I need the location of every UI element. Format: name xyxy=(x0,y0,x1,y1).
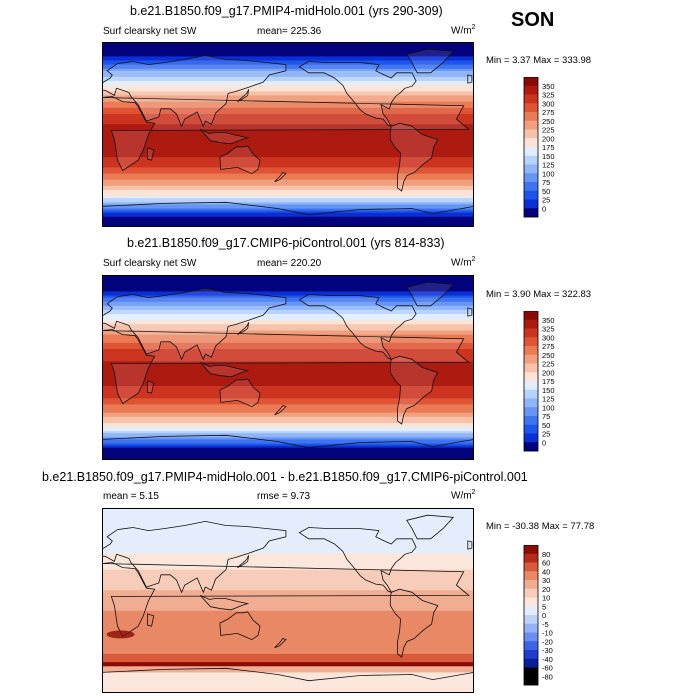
panel-3-mean: mean = 5.15 xyxy=(103,491,159,502)
colorbar-tick-label: 150 xyxy=(542,152,555,161)
colorbar-tick-label: 200 xyxy=(542,368,555,377)
colorbar-tick-label: 300 xyxy=(542,333,555,342)
colorbar-tick-label: 75 xyxy=(542,178,550,187)
colorbar-tick-label: 275 xyxy=(542,108,555,117)
colorbar-tick-label: 325 xyxy=(542,91,555,100)
colorbar-tick-label: 0 xyxy=(542,438,546,447)
colorbar-tick-label: 125 xyxy=(542,161,555,170)
panel-1-units: W/m2 xyxy=(451,24,476,37)
season-label: SON xyxy=(511,9,555,31)
colorbar-tick-label: 250 xyxy=(542,351,555,360)
colorbar-tick-label: 10 xyxy=(542,594,550,603)
panel-1-title: b.e21.B1850.f09_g17.PMIP4-midHolo.001 (y… xyxy=(130,4,443,18)
colorbar-tick-label: 350 xyxy=(542,316,555,325)
colorbar-tick-label: 50 xyxy=(542,187,550,196)
colorbar-tick-label: 300 xyxy=(542,99,555,108)
panel-3-minmax: Min = -30.38 Max = 77.78 xyxy=(486,521,595,532)
colorbar-tick-label: -5 xyxy=(542,620,549,629)
colorbar-tick-label: 60 xyxy=(542,559,550,568)
panel-2-minmax: Min = 3.90 Max = 322.83 xyxy=(486,289,592,300)
colorbar-tick-label: 200 xyxy=(542,134,555,143)
colorbar-tick-label: 175 xyxy=(542,143,555,152)
panel-3-units: W/m2 xyxy=(451,489,476,502)
colorbar-tick-label: 25 xyxy=(542,196,550,205)
colorbar-tick-label: 20 xyxy=(542,585,550,594)
colorbar-tick-label: -60 xyxy=(542,664,553,673)
panel-3-title: b.e21.B1850.f09_g17.PMIP4-midHolo.001 - … xyxy=(42,470,528,484)
colorbar-tick-label: -40 xyxy=(542,655,553,664)
colorbar-tick-label: 350 xyxy=(542,82,555,91)
panel-1-mean: mean= 225.36 xyxy=(257,26,322,37)
colorbar-tick-label: 0 xyxy=(542,611,546,620)
colorbar-tick-label: 100 xyxy=(542,403,555,412)
colorbar-tick-label: 5 xyxy=(542,602,546,611)
colorbar-tick-label: 150 xyxy=(542,386,555,395)
colorbar-tick-label: 30 xyxy=(542,576,550,585)
panel-1-variable: Surf clearsky net SW xyxy=(103,26,197,37)
panel-1-minmax: Min = 3.37 Max = 333.98 xyxy=(486,55,592,66)
colorbar-tick-label: 40 xyxy=(542,567,550,576)
panel-3-map xyxy=(102,508,474,693)
panel-2-title: b.e21.B1850.f09_g17.CMIP6-piControl.001 … xyxy=(127,236,445,250)
colorbar-tick-label: 125 xyxy=(542,395,555,404)
colorbar-tick-label: 175 xyxy=(542,377,555,386)
colorbar-tick-label: 100 xyxy=(542,169,555,178)
colorbar-tick-label: 250 xyxy=(542,117,555,126)
panel-1-map xyxy=(102,42,474,227)
colorbar-tick-label: 80 xyxy=(542,550,550,559)
panel-2-variable: Surf clearsky net SW xyxy=(103,258,197,269)
panel-2-map xyxy=(102,275,474,460)
colorbar-tick-label: -20 xyxy=(542,637,553,646)
colorbar-tick-label: 0 xyxy=(542,204,546,213)
colorbar-tick-label: 325 xyxy=(542,325,555,334)
colorbar-tick-label: 50 xyxy=(542,421,550,430)
colorbar-tick-label: 225 xyxy=(542,126,555,135)
colorbar-tick-label: -30 xyxy=(542,646,553,655)
colorbar-tick-label: 225 xyxy=(542,360,555,369)
panel-2-mean: mean= 220.20 xyxy=(257,258,322,269)
colorbar-tick-label: 275 xyxy=(542,342,555,351)
panel-3-rmse: rmse = 9.73 xyxy=(257,491,311,502)
colorbar-tick-label: -80 xyxy=(542,672,553,681)
colorbar-tick-label: -10 xyxy=(542,629,553,638)
colorbar-tick-label: 25 xyxy=(542,430,550,439)
colorbar-tick-label: 75 xyxy=(542,412,550,421)
panel-2-units: W/m2 xyxy=(451,256,476,269)
